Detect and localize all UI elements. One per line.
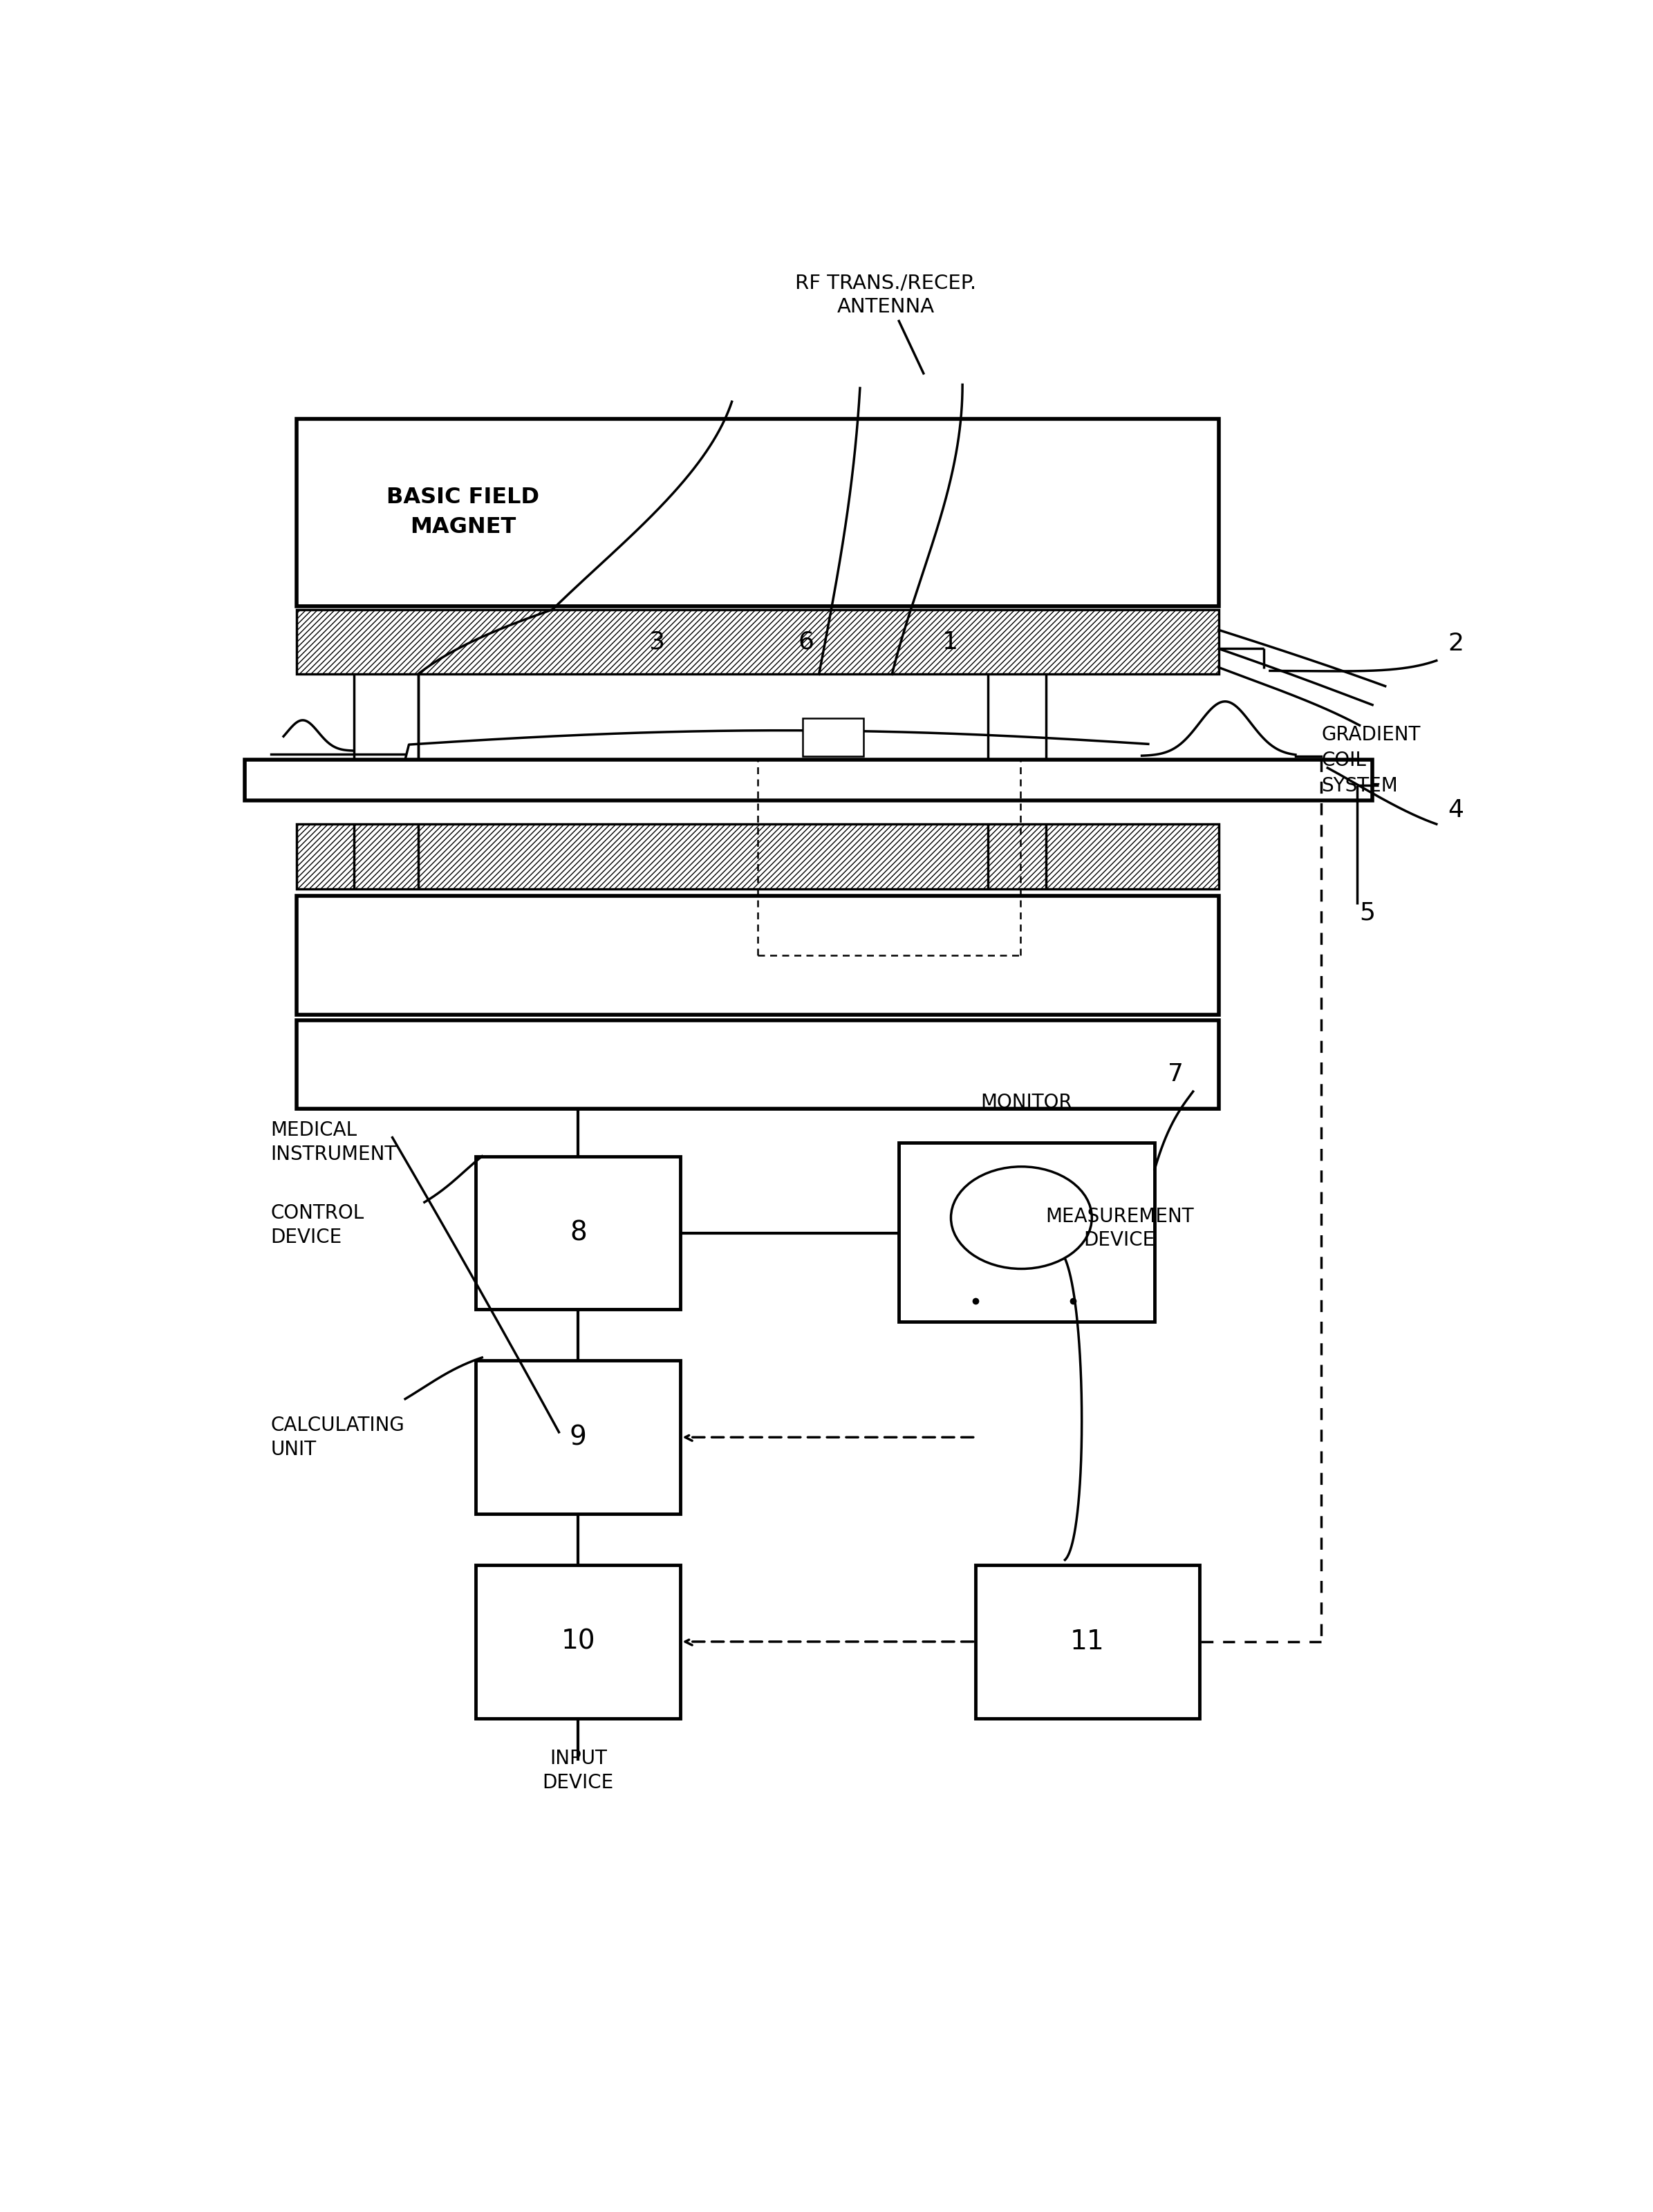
Text: MEDICAL
INSTRUMENT: MEDICAL INSTRUMENT [271, 1121, 397, 1164]
Text: INPUT
DEVICE: INPUT DEVICE [542, 1750, 613, 1792]
Text: 1: 1 [942, 630, 957, 655]
Text: CONTROL
DEVICE: CONTROL DEVICE [271, 1203, 364, 1248]
Text: CALCULATING
UNIT: CALCULATING UNIT [271, 1416, 405, 1460]
Bar [899, 1144, 1154, 1321]
Bar [476, 1360, 681, 1513]
Bar [975, 1566, 1200, 1719]
Text: 4: 4 [1448, 799, 1463, 823]
Bar [476, 1566, 681, 1719]
Bar [245, 759, 1372, 801]
Text: GRADIENT
COIL
SYSTEM: GRADIENT COIL SYSTEM [1321, 726, 1420, 796]
Text: 5: 5 [1359, 900, 1375, 925]
Text: MEASUREMENT
DEVICE: MEASUREMENT DEVICE [1045, 1206, 1193, 1250]
Bar [296, 611, 1218, 675]
Bar [296, 825, 1218, 889]
Bar [296, 896, 1218, 1015]
Bar [296, 418, 1218, 606]
Text: 6: 6 [798, 630, 815, 655]
Text: 11: 11 [1069, 1628, 1104, 1655]
Text: RF TRANS./RECEP.
ANTENNA: RF TRANS./RECEP. ANTENNA [795, 274, 977, 316]
Text: 2: 2 [1448, 633, 1463, 655]
Bar [296, 1020, 1218, 1108]
Text: 10: 10 [560, 1628, 595, 1655]
Bar [476, 1157, 681, 1310]
Ellipse shape [950, 1166, 1093, 1270]
Text: 3: 3 [648, 630, 665, 655]
Text: 9: 9 [570, 1425, 587, 1451]
Text: BASIC FIELD
MAGNET: BASIC FIELD MAGNET [387, 487, 539, 538]
Text: 8: 8 [570, 1219, 587, 1245]
Text: 7: 7 [1167, 1062, 1184, 1086]
Bar [802, 719, 865, 757]
Text: MONITOR: MONITOR [980, 1093, 1073, 1113]
